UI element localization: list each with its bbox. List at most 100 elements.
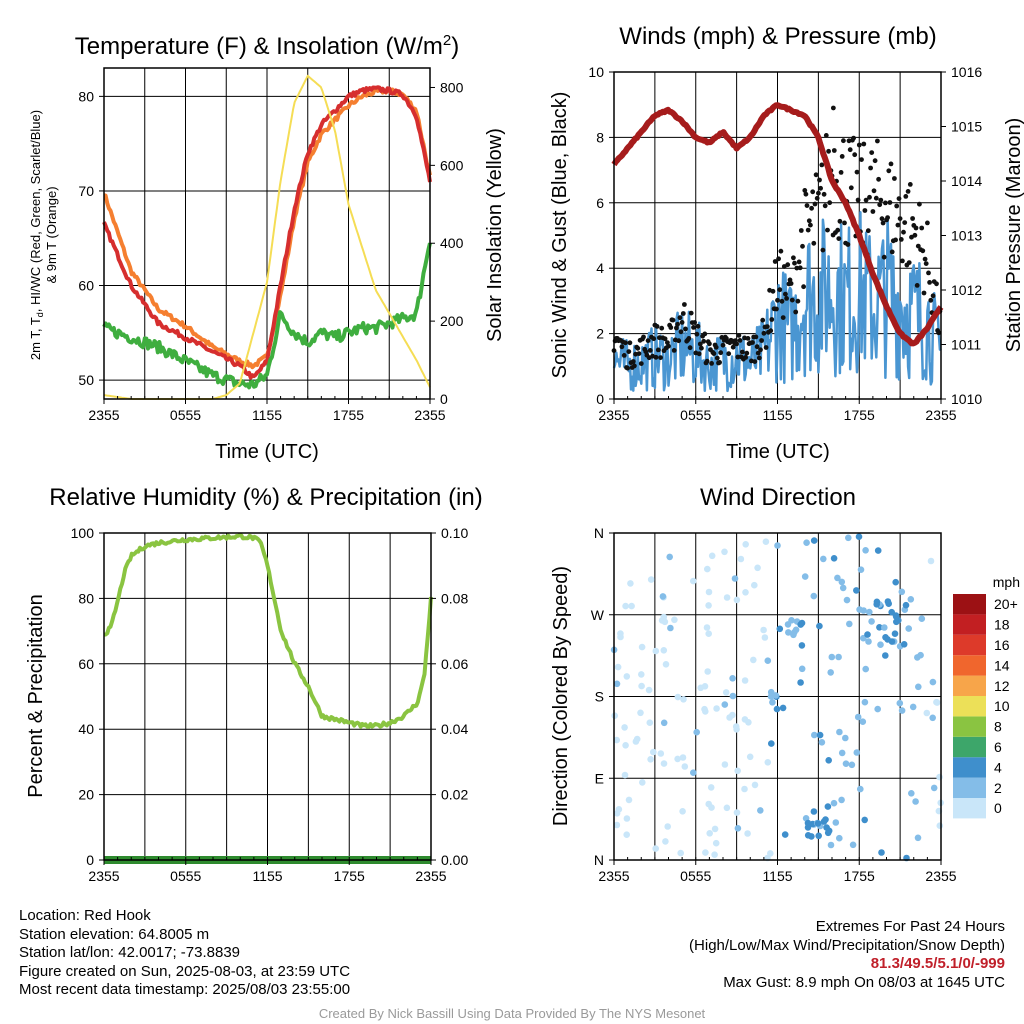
gust-point xyxy=(668,325,674,330)
direction-point xyxy=(862,665,869,673)
gust-point xyxy=(880,220,886,226)
gust-point xyxy=(803,191,809,197)
direction-point xyxy=(933,698,940,706)
gust-point xyxy=(886,168,892,174)
direction-point xyxy=(853,749,861,756)
direction-point xyxy=(638,643,646,651)
x-tick-label: 0555 xyxy=(170,868,201,884)
gust-point xyxy=(694,331,700,337)
direction-point xyxy=(917,651,924,659)
dewpoint-line xyxy=(102,242,432,390)
direction-point xyxy=(722,689,730,696)
station-info: Location: Red Hook Station elevation: 64… xyxy=(19,907,350,1000)
gust-point xyxy=(875,138,880,144)
right-tick-label: 0.06 xyxy=(441,656,468,672)
left-tick-label: 6 xyxy=(596,195,604,211)
direction-point xyxy=(855,533,863,540)
direction-point xyxy=(671,616,678,624)
right-tick-label: 1011 xyxy=(951,337,981,353)
gust-point xyxy=(905,189,911,194)
direction-point xyxy=(769,699,776,706)
x-tick-label: 1155 xyxy=(252,868,282,884)
right-tick-label: 200 xyxy=(440,313,464,329)
direction-point xyxy=(874,705,881,713)
direction-point xyxy=(723,594,731,601)
gust-point xyxy=(930,293,936,299)
direction-point xyxy=(803,539,810,546)
direction-point xyxy=(915,683,922,691)
gust-point xyxy=(791,255,796,261)
gust-point xyxy=(753,334,759,340)
gust-point xyxy=(912,232,918,238)
direction-point xyxy=(905,625,912,632)
direction-point xyxy=(657,750,665,757)
direction-point xyxy=(866,608,873,616)
direction-series xyxy=(610,533,944,862)
gust-point xyxy=(896,196,902,202)
gust-point xyxy=(625,365,630,371)
gust-point xyxy=(906,260,912,265)
gust-point xyxy=(707,341,712,347)
gust-point xyxy=(641,334,646,340)
gust-point xyxy=(889,249,895,255)
gust-point xyxy=(691,325,696,330)
direction-point xyxy=(613,736,620,744)
gust-point xyxy=(736,333,742,338)
colorbar-swatch xyxy=(953,736,986,758)
direction-point xyxy=(712,839,720,847)
direction-point xyxy=(767,850,774,857)
x-tick-label: 2355 xyxy=(925,407,956,423)
gust-point xyxy=(842,220,847,226)
colorbar-label: 14 xyxy=(994,657,1010,673)
pressure-y-axis-label: Station Pressure (Maroon) xyxy=(1003,118,1024,353)
gust-point xyxy=(914,283,920,288)
colorbar-title: mph xyxy=(993,574,1020,590)
gust-point xyxy=(743,355,749,360)
temperature-panel-title: Temperature (F) & Insolation (W/m2) xyxy=(75,32,459,60)
direction-point xyxy=(733,726,740,733)
direction-point xyxy=(816,731,824,739)
gust-point xyxy=(907,182,913,187)
x-tick-label: 2355 xyxy=(598,407,629,423)
colorbar-label: 10 xyxy=(994,698,1010,714)
gust-point xyxy=(851,135,856,141)
right-tick-label: 1013 xyxy=(951,228,982,244)
speed-colorbar: mph 0 2 4 6 8 10 12 14 16 18 20+ xyxy=(953,574,1020,819)
direction-point xyxy=(623,673,631,680)
humidity-panel: Relative Humidity (%) & Precipitation (i… xyxy=(25,484,483,884)
direction-panel: Wind Direction 2355 0555 1155 1755 2355NESWN… xyxy=(550,484,1020,884)
x-tick-label: 0555 xyxy=(170,407,201,423)
direction-point xyxy=(784,621,792,628)
direction-point xyxy=(873,601,880,608)
gust-point xyxy=(798,228,804,233)
direction-point xyxy=(760,626,767,634)
direction-point xyxy=(667,624,674,632)
gust-point xyxy=(780,315,786,320)
direction-point xyxy=(660,719,668,727)
direction-point xyxy=(647,576,655,583)
direction-point xyxy=(613,680,621,688)
direction-point xyxy=(704,668,711,675)
gust-point xyxy=(699,345,704,351)
x-tick-label: 1155 xyxy=(762,868,792,884)
gust-point xyxy=(806,218,812,224)
wind-x-axis-label: Time (UTC) xyxy=(726,441,830,463)
colorbar-swatch xyxy=(953,798,986,819)
gust-point xyxy=(923,261,929,266)
direction-point xyxy=(690,769,697,776)
extremes-info: Extremes For Past 24 Hours (High/Low/Max… xyxy=(689,918,1005,992)
station-latlon: Station lat/lon: 42.0017; -73.8839 xyxy=(19,944,241,961)
direction-point xyxy=(888,638,896,645)
direction-point xyxy=(679,808,686,815)
direction-point xyxy=(801,573,809,580)
direction-point xyxy=(650,748,657,756)
gust-point xyxy=(861,141,867,147)
station-location: Location: Red Hook xyxy=(19,907,151,924)
gust-point xyxy=(654,324,660,329)
direction-point xyxy=(797,621,804,628)
humidity-axes: 2355 0555 1155 1755 23550204060801000.000.02… xyxy=(71,525,469,884)
gust-point xyxy=(679,320,685,325)
direction-point xyxy=(622,602,629,610)
